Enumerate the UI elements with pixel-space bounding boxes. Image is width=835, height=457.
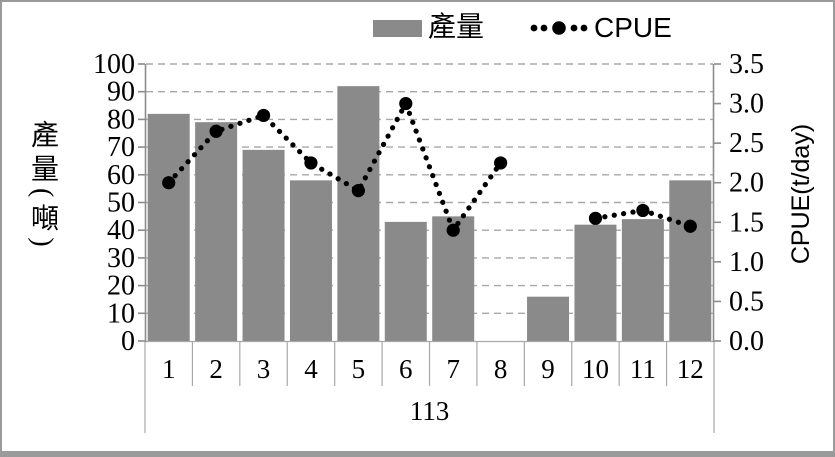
x-tick-label-month-10: 10 xyxy=(582,354,609,384)
bar-month-12 xyxy=(669,180,712,341)
left-axis-tick-label: 90 xyxy=(107,77,135,108)
left-axis-tick-label: 40 xyxy=(107,215,135,246)
bar-month-6 xyxy=(384,221,427,341)
cpue-marker-month-3 xyxy=(256,108,271,123)
left-axis-title: 產量(噸) xyxy=(27,120,58,253)
right-axis-tick-label: 3.0 xyxy=(729,89,764,120)
right-axis-tick-label: 0.0 xyxy=(729,326,764,357)
bar-month-11 xyxy=(621,219,664,341)
bar-month-9 xyxy=(527,296,570,341)
right-axis-tick-label: 1.5 xyxy=(729,207,764,238)
left-axis-tick-label: 60 xyxy=(107,160,135,191)
x-tick-label-month-4: 4 xyxy=(304,354,318,384)
bar-month-3 xyxy=(242,149,285,341)
legend: 產量 CPUE xyxy=(373,10,672,46)
cpue-marker-month-8 xyxy=(494,156,508,170)
x-tick-label-month-1: 1 xyxy=(162,354,176,384)
cpue-marker-month-11 xyxy=(636,203,650,218)
left-axis-tick-label: 30 xyxy=(107,243,135,274)
legend-bar-swatch xyxy=(373,19,422,37)
left-axis-tick-label: 0 xyxy=(121,326,135,357)
left-axis-tick-label: 10 xyxy=(107,298,135,329)
left-axis-tick-label: 100 xyxy=(93,49,135,80)
x-tick-label-month-3: 3 xyxy=(257,354,271,384)
cpue-marker-month-10 xyxy=(588,211,603,225)
left-axis-tick-label: 70 xyxy=(107,132,135,163)
x-axis-year-label: 113 xyxy=(409,396,450,426)
right-axis-title: CPUE(t/day) xyxy=(787,123,815,265)
x-tick-label-month-2: 2 xyxy=(209,354,223,384)
x-tick-label-month-5: 5 xyxy=(352,354,366,384)
right-axis-tick-label: 3.5 xyxy=(729,49,764,80)
cpue-marker-month-1 xyxy=(162,176,176,190)
bar-month-2 xyxy=(195,122,238,341)
right-axis-tick-label: 1.0 xyxy=(729,247,764,278)
x-tick-label-month-6: 6 xyxy=(399,354,413,384)
left-axis-tick-label: 20 xyxy=(107,271,135,302)
legend-label-cpue: CPUE xyxy=(594,12,672,43)
cpue-marker-month-12 xyxy=(683,219,697,233)
cpue-marker-month-5 xyxy=(351,184,365,198)
x-tick-label-month-9: 9 xyxy=(541,354,555,384)
bar-month-5 xyxy=(337,86,380,341)
left-axis-tick-label: 80 xyxy=(107,104,135,135)
cpue-marker-month-2 xyxy=(209,124,223,138)
right-axis-tick-label: 2.5 xyxy=(729,128,764,159)
bar-month-4 xyxy=(289,180,332,341)
x-tick-label-month-8: 8 xyxy=(494,354,508,384)
x-tick-label-month-11: 11 xyxy=(630,354,656,384)
right-axis-tick-label: 0.5 xyxy=(729,286,764,317)
bar-month-10 xyxy=(574,224,617,341)
x-tick-label-month-7: 7 xyxy=(446,354,460,384)
cpue-dotted-line xyxy=(166,97,504,236)
legend-label-production: 產量 xyxy=(428,12,485,43)
cpue-marker-month-6 xyxy=(399,96,413,111)
bar-month-1 xyxy=(147,113,190,341)
left-axis-tick-label: 50 xyxy=(107,188,135,219)
x-tick-label-month-12: 12 xyxy=(677,354,704,384)
bar-month-7 xyxy=(432,216,475,341)
cpue-marker-month-7 xyxy=(446,223,460,237)
legend-dotted-line-icon xyxy=(530,21,588,35)
right-axis-tick-label: 2.0 xyxy=(729,168,764,199)
cpue-marker-month-4 xyxy=(304,156,318,170)
